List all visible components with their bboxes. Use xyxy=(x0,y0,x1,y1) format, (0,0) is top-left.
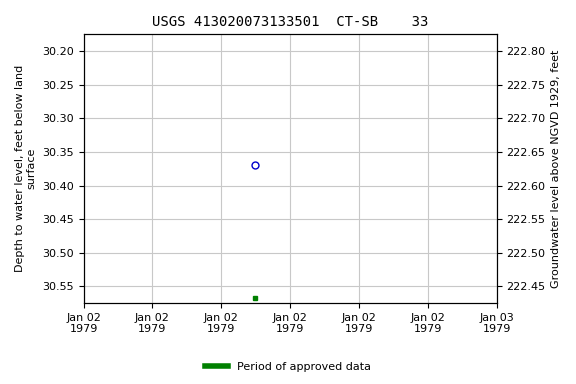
Y-axis label: Groundwater level above NGVD 1929, feet: Groundwater level above NGVD 1929, feet xyxy=(551,50,561,288)
Title: USGS 413020073133501  CT-SB    33: USGS 413020073133501 CT-SB 33 xyxy=(152,15,429,29)
Legend: Period of approved data: Period of approved data xyxy=(201,358,375,377)
Y-axis label: Depth to water level, feet below land
surface: Depth to water level, feet below land su… xyxy=(15,65,37,272)
